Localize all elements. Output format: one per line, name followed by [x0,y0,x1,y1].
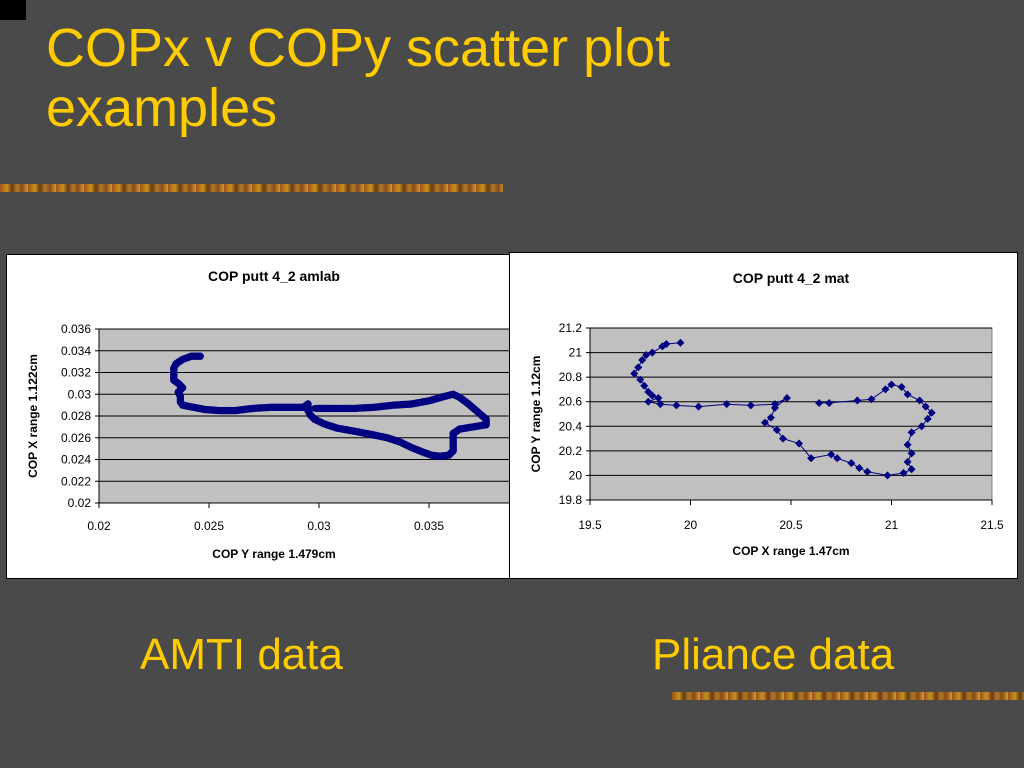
data-point [662,339,671,348]
data-point [770,403,779,412]
x-tick-label: 19.5 [578,518,602,532]
pliance-scatter-chart: 19.8 20 20.2 20.4 20.6 20.8 21 21.2 19.5 20 20.5 21… [529,270,1004,558]
y-tick-label: 20.2 [559,444,583,458]
data-point [887,380,896,389]
data-point [899,468,908,477]
y-tick-label: 21.2 [559,321,583,335]
y-tick-label: 20 [569,468,583,482]
data-point [760,418,769,427]
chart-title: COP putt 4_2 amlab [208,268,340,284]
y-tick-label: 19.8 [559,493,583,507]
amti-caption: AMTI data [140,630,343,679]
data-point [827,450,836,459]
data-point [915,396,924,405]
data-point [903,390,912,399]
data-point [722,400,731,409]
data-point [907,465,916,474]
data-point [642,351,651,360]
y-tick-label: 21 [569,346,583,360]
y-tick-label: 0.02 [68,496,92,510]
data-point [863,467,872,476]
plot-area [589,327,993,501]
data-point [672,401,681,410]
x-tick-label: 0.03 [307,519,331,533]
x-tick-label: 21.5 [980,518,1004,532]
data-point [746,401,755,410]
y-tick-label: 0.028 [61,409,91,423]
slide-title-line-2: examples [46,78,278,138]
y-tick-label: 20.4 [559,419,583,433]
data-point [638,355,647,364]
y-tick-label: 0.03 [68,387,92,401]
pliance-chart-panel: 19.8 20 20.2 20.4 20.6 20.8 21 21.2 19.5 20 20.5 21… [509,252,1018,579]
x-tick-label: 0.035 [414,519,444,533]
data-point [847,459,856,468]
data-point [648,348,657,357]
data-point [883,471,892,480]
data-point [917,422,926,431]
data-point [907,449,916,458]
data-point [766,413,775,422]
slide-title-line-1: COPx v COPy scatter plot [46,18,671,78]
data-point [833,454,842,463]
data-point [867,395,876,404]
x-tick-label: 0.02 [87,519,111,533]
data-point [778,434,787,443]
data-point [795,439,804,448]
data-point [644,397,653,406]
data-point [903,457,912,466]
data-point [634,363,643,372]
x-axis-label: COP X range 1.47cm [732,544,849,558]
data-point [897,382,906,391]
data-point [881,385,890,394]
data-point [648,391,657,400]
y-tick-label: 0.024 [61,453,91,467]
y-tick-label: 0.032 [61,366,91,380]
data-point [311,404,318,412]
data-point [807,454,816,463]
y-tick-label: 0.026 [61,431,91,445]
data-point [636,375,645,384]
data-point [825,398,834,407]
x-tick-label: 20 [684,518,698,532]
y-tick-label: 0.034 [61,344,91,358]
amti-scatter-chart: 0.02 0.022 0.024 0.026 0.028 0.03 0.032 0.034 0.… [26,268,541,561]
amti-chart-panel: 0.02 0.022 0.024 0.026 0.028 0.03 0.032 0.034 0.… [6,254,541,579]
data-point [921,402,930,411]
x-tick-label: 20.5 [779,518,803,532]
corner-block [0,0,26,20]
data-point [658,342,667,351]
slide-title: COPx v COPy scatter plot examples [46,18,946,138]
x-axis-label: COP Y range 1.479cm [212,547,335,561]
data-point [907,428,916,437]
data-point [782,394,791,403]
data-point [853,396,862,405]
pliance-caption: Pliance data [652,630,895,679]
y-tick-label: 20.8 [559,370,583,384]
data-point [772,425,781,434]
data-point [903,440,912,449]
data-point [630,369,639,378]
data-point [923,414,932,423]
decorative-divider-top [0,184,503,192]
data-point [676,338,685,347]
data-point [815,398,824,407]
chart-title: COP putt 4_2 mat [733,270,850,286]
data-point [855,464,864,473]
x-tick-label: 0.025 [194,519,224,533]
y-axis-label: COP Y range 1.12cm [529,356,543,473]
decorative-divider-bottom [672,692,1024,700]
data-point [694,402,703,411]
y-axis-label: COP X range 1.122cm [26,354,40,478]
x-tick-label: 21 [885,518,899,532]
data-point [656,400,665,409]
y-tick-label: 0.022 [61,474,91,488]
data-point [654,394,663,403]
data-point [927,408,936,417]
y-tick-label: 20.6 [559,395,583,409]
data-point [640,381,649,390]
y-tick-label: 0.036 [61,322,91,336]
